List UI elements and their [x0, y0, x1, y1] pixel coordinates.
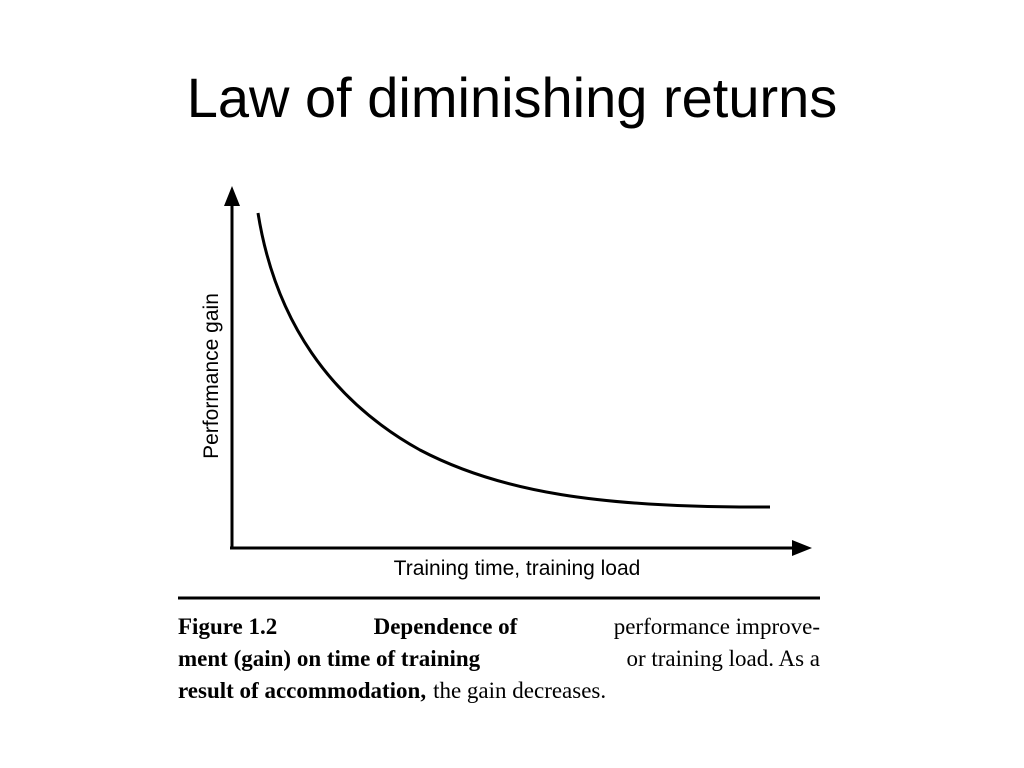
- caption-segment: Figure 1.2: [178, 614, 278, 639]
- x-axis-label: Training time, training load: [394, 557, 641, 580]
- caption-line: ment (gain) on time of training or traini…: [178, 644, 820, 674]
- y-axis-label: Performance gain: [200, 293, 223, 459]
- caption-segment: or training load. As a: [626, 646, 820, 671]
- caption-segment: Dependence of: [373, 614, 518, 639]
- caption-segment: ment (gain) on time of training: [178, 646, 481, 671]
- caption-line: Figure 1.2 Dependence of performance impro…: [178, 612, 820, 642]
- slide-title: Law of diminishing returns: [186, 66, 838, 129]
- caption-segment: performance improve-: [613, 614, 820, 639]
- caption-segment: result of accommodation,: [178, 678, 427, 703]
- y-axis-arrow: [224, 186, 240, 206]
- curve: [256, 212, 771, 509]
- caption-segment: the gain decreases.: [433, 678, 607, 703]
- caption-line: result of accommodation, the gain decreas…: [178, 676, 606, 706]
- x-axis-arrow: [792, 540, 812, 556]
